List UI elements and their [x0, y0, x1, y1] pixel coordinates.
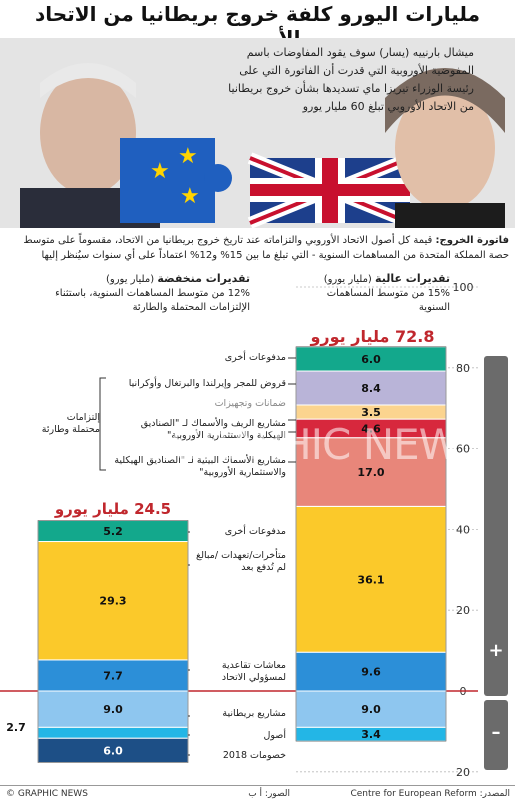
intro-text: ميشال بارنييه (يسار) سوف يقود المفاوضات … — [228, 46, 474, 113]
liabilities-side-bar — [484, 356, 508, 696]
high-title: تقديرات عالية — [375, 272, 450, 285]
annotation-uk-projects: مشاريع بريطانية — [222, 708, 286, 719]
high-estimate-header: تقديرات عالية (مليار يورو) 15% من متوسط … — [300, 272, 450, 315]
bar-segment — [37, 541, 189, 661]
definition-text: قيمة كل أصول الاتحاد الأوروبي والتزاماته… — [23, 235, 509, 261]
annotation-assets: أصول — [263, 730, 286, 741]
low-note: 12% من متوسط المساهمات السنوية، باستثناء… — [55, 288, 250, 313]
low-title: تقديرات منخفضة — [157, 272, 250, 285]
svg-text:★: ★ — [180, 184, 200, 209]
exit-bill-definition: فاتورة الخروج: قيمة كل أصول الاتحاد الأو… — [6, 233, 509, 263]
y-tick-label: 80 — [456, 362, 470, 375]
segment-label: 2.7 — [6, 721, 26, 734]
segment-label: 9.0 — [103, 703, 123, 716]
bar-segment — [295, 346, 447, 372]
annotation-guarantees: ضمانات وتجهيزات — [214, 398, 286, 409]
y-tick-label: 40 — [456, 523, 470, 536]
footer-brand: © GRAPHIC NEWS — [6, 789, 88, 799]
contributions-side-bar — [484, 700, 508, 770]
segment-label: 3.4 — [361, 728, 381, 741]
annotation-fisheries: مشاريع الريف والأسماك لـ "الصناديق الهيك… — [140, 418, 286, 441]
high-total-label: 72.8 مليار يورو — [310, 327, 435, 346]
liabilities-label: التزامات — [470, 515, 484, 565]
hero-photo: ★ ★ ★ — [0, 38, 515, 228]
segment-label: 3.5 — [361, 406, 381, 419]
bar-negative-segment — [295, 690, 447, 728]
annotation-pensions: معاشات تقاعدية لمسؤولي الاتحاد — [221, 660, 286, 683]
bar-segment — [295, 437, 447, 507]
barnier-face — [40, 71, 136, 195]
footer-rule — [0, 785, 515, 786]
svg-text:★: ★ — [178, 144, 198, 169]
plus-sign: + — [488, 640, 504, 661]
bar-segment — [295, 651, 447, 692]
annotation-other-payments-high: مدفوعات أخرى — [224, 352, 286, 363]
high-unit: (مليار يورو) — [323, 274, 372, 285]
annotation-loans: قروض للمجر وإيرلندا والبرتغال وأوكرانيا — [128, 378, 286, 389]
high-note: 15% من متوسط المساهمات السنوية — [326, 288, 450, 313]
annotation-arrears: متأخرات/تعهدات /مبالغ لم تُدفع بعد — [196, 550, 286, 573]
low-total-label: 24.5 مليار يورو — [54, 500, 172, 518]
segment-label: 6.0 — [103, 744, 123, 757]
y-tick-label: 60 — [456, 443, 470, 456]
segment-label: 36.1 — [357, 573, 384, 586]
footer-photos: الصور: أ ب — [248, 789, 290, 799]
may-face — [395, 86, 495, 210]
segment-label: 4.6 — [361, 422, 381, 435]
low-estimate-header: تقديرات منخفضة (مليار يورو) 12% من متوسط… — [30, 272, 250, 315]
segment-label: 5.2 — [103, 525, 123, 538]
segment-label: 8.4 — [361, 382, 381, 395]
segment-label: 9.0 — [361, 703, 381, 716]
svg-text:★: ★ — [150, 159, 170, 184]
annotation-other-payments-low: مدفوعات أخرى — [224, 526, 286, 537]
segment-label: 7.7 — [103, 669, 123, 682]
bar-outline — [37, 520, 189, 763]
bar-outline — [295, 346, 447, 742]
definition-term: فاتورة الخروج: — [435, 235, 509, 246]
contingent-bracket — [99, 377, 106, 471]
minus-sign: – — [491, 722, 501, 743]
annotation-env: مشاريع الأسماك البيئية لـ "الصناديق الهي… — [114, 455, 286, 478]
y-tick-label: 20 — [456, 604, 470, 617]
low-unit: (مليار يورو) — [105, 274, 155, 285]
footer-source: المصدر: Centre for European Reform — [350, 789, 510, 799]
bar-negative-segment — [37, 726, 189, 739]
segment-label: 9.6 — [361, 666, 381, 679]
segment-label: 29.3 — [99, 595, 126, 608]
segment-label: 17.0 — [357, 466, 384, 479]
y-tick-label: 100 — [453, 281, 474, 294]
hero-illustration: ★ ★ ★ — [0, 38, 515, 228]
segment-label: 6.0 — [361, 353, 381, 366]
y-tick-label: 20 — [456, 766, 470, 779]
annotation-contingent: إلتزامات محتملة وطارئة — [41, 412, 100, 435]
eu-puzzle — [120, 138, 215, 223]
annotation-rebate: خصومات 2018 — [222, 750, 286, 761]
